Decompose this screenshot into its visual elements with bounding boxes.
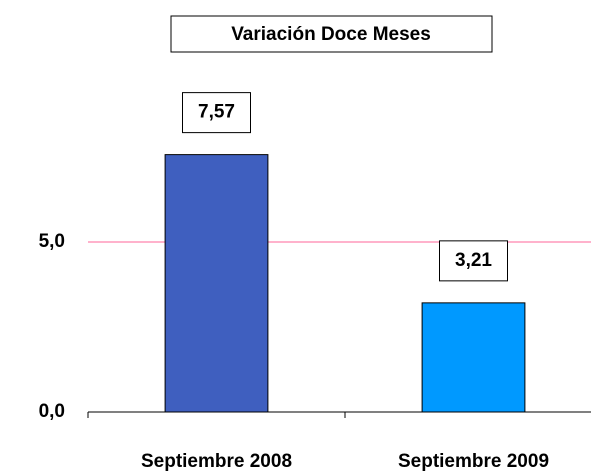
y-tick-label: 0,0: [39, 401, 65, 422]
title-box: [170, 15, 493, 53]
value-label-box: [182, 92, 251, 134]
bar: [421, 302, 526, 413]
x-tick-label: Septiembre 2009: [398, 451, 549, 472]
chart-title: Variación Doce Meses: [231, 24, 431, 45]
y-tick-label: 5,0: [39, 231, 65, 252]
value-label-box: [439, 240, 508, 282]
value-label: 3,21: [455, 250, 492, 271]
value-label: 7,57: [198, 102, 235, 123]
bar: [164, 154, 269, 413]
x-tick-label: Septiembre 2008: [141, 451, 292, 472]
